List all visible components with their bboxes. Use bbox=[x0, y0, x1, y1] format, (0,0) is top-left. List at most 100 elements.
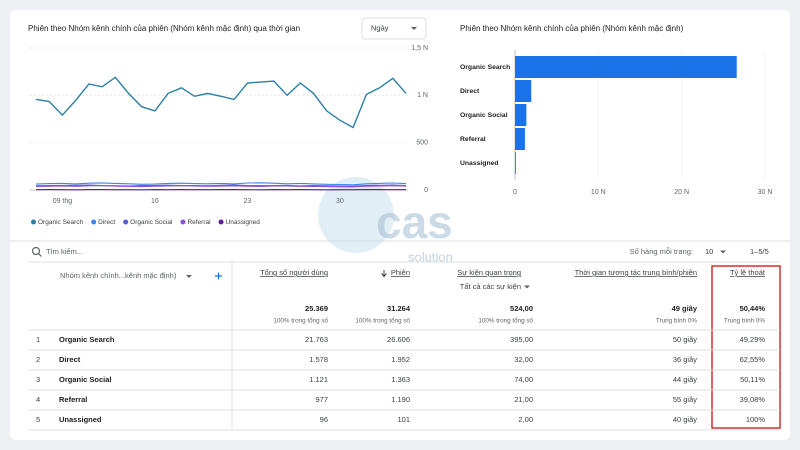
rows-dropdown-arrow bbox=[720, 250, 726, 254]
column-subheader: Tất cả các sự kiện bbox=[460, 282, 521, 291]
cell-value: 21,00 bbox=[514, 395, 533, 404]
cell-value: 62,55% bbox=[740, 355, 766, 364]
dimension-dropdown-arrow bbox=[186, 275, 192, 278]
cell-value: 55 giây bbox=[673, 395, 697, 404]
dimension-header[interactable]: Nhóm kênh chính...kênh mặc định) bbox=[60, 271, 177, 280]
search-icon-handle bbox=[38, 253, 42, 257]
y-tick-label: 1,5 N bbox=[411, 45, 428, 52]
legend-label: Referral bbox=[187, 219, 211, 226]
highlight-box bbox=[711, 265, 781, 429]
cell-value: 74,00 bbox=[514, 375, 533, 384]
row-index: 5 bbox=[36, 415, 40, 424]
dropdown-arrow bbox=[411, 27, 417, 30]
total-note: Trung bình 0% bbox=[724, 318, 765, 325]
x-tick-label: 23 bbox=[244, 198, 252, 205]
x-tick-label: 20 N bbox=[674, 189, 689, 196]
row-index: 1 bbox=[36, 335, 40, 344]
total-value: 25.369 bbox=[305, 304, 328, 313]
cell-value: 50,11% bbox=[740, 375, 765, 384]
bar bbox=[515, 56, 737, 78]
cell-value: 21.763 bbox=[305, 335, 328, 344]
add-dimension-button[interactable] bbox=[215, 272, 222, 280]
total-note: Trung bình 0% bbox=[656, 318, 697, 325]
legend-label: Organic Social bbox=[130, 219, 173, 226]
legend-label: Organic Search bbox=[38, 219, 84, 226]
events-dropdown-arrow bbox=[524, 285, 530, 289]
cell-value: 1.121 bbox=[309, 375, 328, 384]
x-tick-label: 0 bbox=[513, 189, 517, 196]
cell-value: 395,00 bbox=[510, 335, 533, 344]
cell-value: 96 bbox=[320, 415, 328, 424]
y-tick-label: 1 N bbox=[417, 92, 428, 99]
legend-dot bbox=[31, 219, 36, 225]
total-value: 524,00 bbox=[510, 304, 533, 313]
x-tick-label: 10 N bbox=[591, 189, 606, 196]
legend-dot bbox=[91, 219, 97, 225]
column-header[interactable]: Phiên bbox=[391, 268, 410, 277]
total-note: 100% trong tổng số bbox=[355, 316, 410, 325]
search-input[interactable]: Tìm kiếm... bbox=[46, 247, 83, 256]
cell-value: 50 giây bbox=[673, 335, 697, 344]
report-card bbox=[10, 10, 790, 440]
watermark-circle bbox=[318, 177, 394, 253]
row-name: Organic Search bbox=[59, 335, 115, 344]
bar bbox=[515, 104, 527, 126]
cell-value: 44 giây bbox=[673, 375, 697, 384]
cell-value: 100% bbox=[746, 415, 766, 424]
search-icon bbox=[31, 246, 41, 256]
series-line bbox=[35, 185, 407, 188]
watermark-brand: cas bbox=[376, 196, 453, 248]
total-note: 100% trong tổng số bbox=[273, 316, 328, 325]
legend-dot bbox=[180, 219, 186, 225]
cell-value: 1.363 bbox=[391, 375, 410, 384]
row-name: Unassigned bbox=[59, 415, 102, 424]
cell-value: 32,00 bbox=[514, 355, 533, 364]
y-tick-label: Unassigned bbox=[460, 160, 499, 167]
bar bbox=[515, 152, 516, 174]
watermark-tagline: solution bbox=[408, 249, 453, 264]
cell-value: 977 bbox=[315, 395, 328, 404]
legend-label: Unassigned bbox=[226, 219, 261, 226]
sort-arrow bbox=[381, 270, 387, 278]
y-tick-label: Organic Search bbox=[460, 64, 510, 71]
total-value: 49 giây bbox=[672, 304, 698, 313]
column-header[interactable]: Sự kiện quan trọng bbox=[457, 268, 521, 277]
cell-value: 1.578 bbox=[309, 355, 328, 364]
x-tick-label: 30 N bbox=[758, 189, 773, 196]
row-index: 4 bbox=[36, 395, 40, 404]
x-tick-label: 09 thg bbox=[53, 198, 73, 205]
legend-dot bbox=[218, 219, 224, 225]
row-name: Direct bbox=[59, 355, 81, 364]
x-tick-label: 16 bbox=[151, 198, 159, 205]
cell-value: 1.952 bbox=[391, 355, 410, 364]
y-tick-label: Referral bbox=[460, 136, 486, 143]
column-header[interactable]: Tỷ lệ thoát bbox=[730, 268, 766, 277]
date-dropdown[interactable] bbox=[361, 17, 427, 40]
cell-value: 39,08% bbox=[740, 395, 766, 404]
row-name: Organic Social bbox=[59, 375, 112, 384]
rows-per-page-label: Số hàng mỗi trang: bbox=[630, 247, 693, 256]
date-dropdown-label[interactable]: Ngày bbox=[371, 23, 389, 32]
rows-per-page-select[interactable]: 10 bbox=[705, 247, 713, 256]
column-header[interactable]: Thời gian tương tác trung bình/phiên bbox=[575, 268, 697, 277]
cell-value: 49,29% bbox=[740, 335, 766, 344]
cell-value: 2,00 bbox=[518, 415, 533, 424]
row-name: Referral bbox=[59, 395, 87, 404]
series-line bbox=[35, 76, 407, 129]
line-chart-title: Phiên theo Nhóm kênh chính của phiên (Nh… bbox=[28, 24, 300, 33]
pagination: 1–5/5 bbox=[750, 247, 769, 256]
y-tick-label: 0 bbox=[424, 187, 428, 194]
cell-value: 1.190 bbox=[391, 395, 410, 404]
cell-value: 40 giây bbox=[673, 415, 697, 424]
y-tick-label: Organic Social bbox=[460, 112, 508, 119]
column-header[interactable]: Tổng số người dùng bbox=[260, 268, 328, 277]
row-index: 2 bbox=[36, 355, 40, 364]
legend-label: Direct bbox=[98, 219, 115, 226]
bar bbox=[515, 128, 525, 150]
total-value: 50,44% bbox=[740, 304, 766, 313]
cell-value: 26.606 bbox=[387, 335, 410, 344]
series-line bbox=[35, 182, 407, 186]
y-tick-label: Direct bbox=[460, 88, 480, 95]
cell-value: 101 bbox=[397, 415, 410, 424]
